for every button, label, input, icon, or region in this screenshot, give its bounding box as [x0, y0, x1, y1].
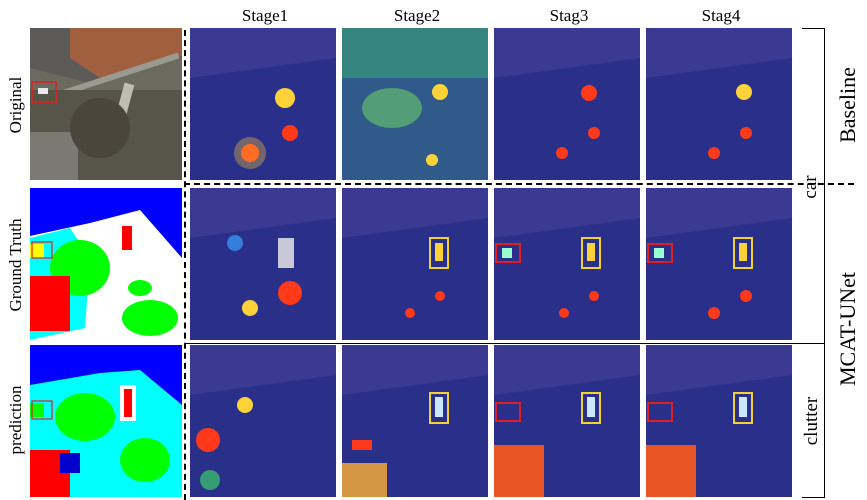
- label-car: car: [800, 175, 821, 199]
- stage-4-header: Stag4: [701, 6, 741, 25]
- heatmap-baseline-stage4: [646, 28, 792, 180]
- prediction-segmentation: [30, 345, 182, 497]
- row-label-ground-truth: Ground Truth: [6, 218, 25, 312]
- heatmap-mcat-clutter-stage3: [494, 345, 640, 497]
- heatmap-mcat-car-stage1: [190, 188, 336, 340]
- prediction-graphic: [30, 345, 182, 497]
- label-mcat-unet: MCAT-UNet: [835, 271, 860, 387]
- row-label-original: Original: [6, 76, 25, 134]
- bracket-bottom: [802, 497, 824, 498]
- car-clutter-separator: [184, 343, 804, 344]
- heatmap-mcat-clutter-stage1: [190, 345, 336, 497]
- heatmap-mcat-car-stage3: [494, 188, 640, 340]
- heatmap-mcat-clutter-stage2: [342, 345, 488, 497]
- stage-1-header: Stage1: [241, 6, 289, 25]
- heatmap-mcat-car-stage2: [342, 188, 488, 340]
- ground-truth-segmentation: [30, 188, 182, 340]
- heatmap-baseline-stage2: [342, 28, 488, 180]
- label-clutter: clutter: [801, 396, 822, 446]
- column-separator: [184, 30, 186, 500]
- row-label-prediction: prediction: [6, 385, 25, 455]
- stage-2-header: Stage2: [393, 6, 441, 25]
- baseline-separator: [184, 183, 854, 185]
- heatmap-baseline-stage1: [190, 28, 336, 180]
- bracket-middle: [802, 343, 824, 344]
- label-baseline: Baseline: [835, 67, 860, 143]
- right-bracket-line: [824, 28, 825, 498]
- car-highlight-box: [31, 81, 57, 103]
- heatmap-mcat-clutter-stage4: [646, 345, 792, 497]
- ground-truth-graphic: [30, 188, 182, 340]
- original-aerial-image: [30, 28, 182, 180]
- heatmap-baseline-stage3: [494, 28, 640, 180]
- bracket-top: [802, 28, 824, 29]
- heatmap-mcat-car-stage4: [646, 188, 792, 340]
- stage-3-header: Stag3: [549, 6, 589, 25]
- aerial-image-graphic: [30, 28, 182, 180]
